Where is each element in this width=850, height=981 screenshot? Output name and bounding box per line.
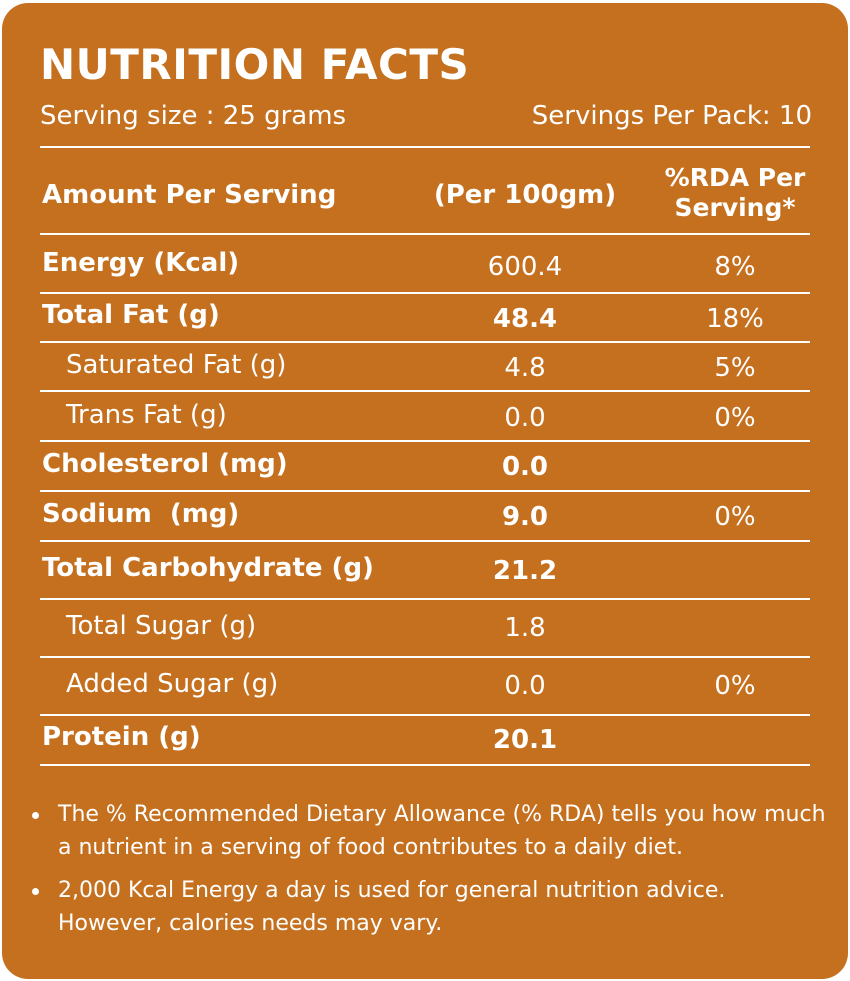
nutrient-rda: 0% bbox=[714, 671, 756, 701]
footnotes: The % Recommended Dietary Allowance (% R… bbox=[30, 798, 830, 950]
divider bbox=[40, 292, 810, 294]
nutrient-per100: 0.0 bbox=[501, 452, 549, 482]
nutrient-per100: 1.8 bbox=[504, 613, 546, 643]
header-per-100gm: (Per 100gm) bbox=[433, 180, 617, 210]
nutrient-per100: 48.4 bbox=[492, 304, 558, 334]
divider bbox=[40, 598, 810, 600]
nutrient-name: Total Sugar (g) bbox=[66, 611, 257, 641]
nutrient-rda: 18% bbox=[706, 304, 764, 334]
nutrient-per100: 600.4 bbox=[487, 252, 563, 282]
nutrient-rda: 8% bbox=[714, 252, 756, 282]
nutrient-name: Saturated Fat (g) bbox=[66, 350, 287, 380]
nutrient-per100: 0.0 bbox=[504, 671, 546, 701]
divider bbox=[40, 714, 810, 716]
nutrient-name: Protein (g) bbox=[42, 722, 201, 752]
nutrient-name: Energy (Kcal) bbox=[42, 248, 240, 278]
divider bbox=[40, 540, 810, 542]
list-item: The % Recommended Dietary Allowance (% R… bbox=[30, 798, 830, 864]
divider bbox=[40, 440, 810, 442]
nutrient-name: Total Carbohydrate (g) bbox=[42, 553, 374, 583]
serving-info: Serving size : 25 grams Servings Per Pac… bbox=[40, 99, 812, 133]
bullet-icon bbox=[32, 812, 39, 819]
page-title: NUTRITION FACTS bbox=[40, 40, 470, 89]
footnote-text: The % Recommended Dietary Allowance (% R… bbox=[58, 802, 826, 860]
divider bbox=[40, 390, 810, 392]
divider bbox=[40, 490, 810, 492]
divider bbox=[40, 656, 810, 658]
divider bbox=[40, 341, 810, 343]
nutrient-name: Sodium (mg) bbox=[42, 499, 240, 529]
nutrient-name: Total Fat (g) bbox=[42, 300, 220, 330]
divider bbox=[40, 146, 810, 148]
nutrient-rda: 5% bbox=[714, 353, 756, 383]
nutrient-name: Trans Fat (g) bbox=[66, 400, 227, 430]
table-header: Amount Per Serving (Per 100gm) %RDA Per … bbox=[40, 163, 810, 235]
divider bbox=[40, 764, 810, 766]
nutrient-rda: 0% bbox=[714, 502, 756, 532]
nutrient-per100: 9.0 bbox=[501, 502, 549, 532]
nutrient-per100: 0.0 bbox=[504, 403, 546, 433]
nutrient-per100: 20.1 bbox=[492, 725, 558, 755]
divider bbox=[40, 233, 810, 235]
servings-per-pack: Servings Per Pack: 10 bbox=[531, 101, 812, 131]
nutrient-rda: 0% bbox=[714, 403, 756, 433]
header-rda: %RDA Per Serving* bbox=[664, 163, 806, 222]
nutrient-per100: 4.8 bbox=[504, 353, 546, 383]
header-amount-per-serving: Amount Per Serving bbox=[42, 180, 337, 210]
nutrient-name: Cholesterol (mg) bbox=[42, 449, 288, 479]
footnote-text: 2,000 Kcal Energy a day is used for gene… bbox=[58, 878, 726, 936]
bullet-icon bbox=[32, 888, 39, 895]
nutrient-name: Added Sugar (g) bbox=[66, 669, 279, 699]
serving-size: Serving size : 25 grams bbox=[40, 101, 347, 131]
nutrient-per100: 21.2 bbox=[492, 556, 558, 586]
list-item: 2,000 Kcal Energy a day is used for gene… bbox=[30, 874, 830, 940]
nutrition-facts-card: NUTRITION FACTS Serving size : 25 grams … bbox=[2, 3, 848, 979]
